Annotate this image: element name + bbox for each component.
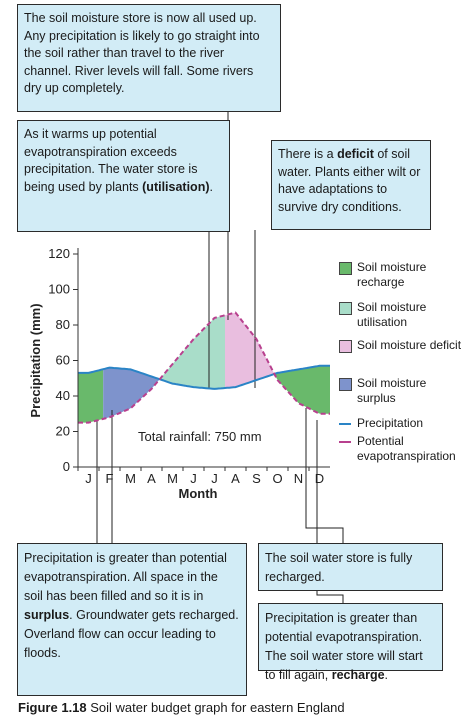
figure-number: Figure 1.18 bbox=[18, 700, 87, 715]
legend-label: Soil moisture surplus bbox=[357, 376, 427, 405]
x-tick-label: O bbox=[272, 471, 282, 486]
x-tick-label: F bbox=[106, 471, 114, 486]
legend-label: Soil moisture utilisation bbox=[357, 300, 427, 329]
callout-fully-recharged: The soil water store is fully recharged. bbox=[258, 543, 443, 591]
y-tick-label: 40 bbox=[56, 388, 70, 403]
x-axis-label: Month bbox=[179, 486, 218, 501]
legend-item: Potential evapotranspiration bbox=[339, 434, 466, 464]
callout-recharge: Precipitation is greater than potential … bbox=[258, 603, 443, 682]
legend-item: Soil moisture utilisation bbox=[339, 300, 466, 330]
y-tick-label: 60 bbox=[56, 353, 70, 368]
legend-item: Soil moisture recharge bbox=[339, 260, 466, 290]
legend-dash-swatch bbox=[339, 441, 351, 443]
x-tick-label: J bbox=[211, 471, 218, 486]
legend-swatch bbox=[339, 262, 352, 275]
x-tick-label: A bbox=[231, 471, 240, 486]
x-tick-label: S bbox=[252, 471, 261, 486]
x-tick-label: A bbox=[147, 471, 156, 486]
y-tick-label: 20 bbox=[56, 424, 70, 439]
legend-swatch bbox=[339, 302, 352, 315]
figure-title: Soil water budget graph for eastern Engl… bbox=[86, 700, 345, 715]
y-tick-label: 100 bbox=[48, 282, 70, 297]
legend-label: Soil moisture recharge bbox=[357, 260, 427, 289]
callout-surplus: Precipitation is greater than potential … bbox=[17, 543, 247, 696]
y-axis-label: Precipitation (mm) bbox=[28, 303, 43, 417]
y-tick-label: 120 bbox=[48, 246, 70, 261]
x-tick-label: D bbox=[315, 471, 324, 486]
legend-swatch bbox=[339, 340, 352, 353]
legend-item: Soil moisture deficit bbox=[339, 338, 466, 353]
legend-label: Potential evapotranspiration bbox=[357, 434, 456, 463]
legend-item: Soil moisture surplus bbox=[339, 376, 466, 406]
y-tick-label: 80 bbox=[56, 317, 70, 332]
x-tick-label: J bbox=[190, 471, 197, 486]
x-tick-label: N bbox=[294, 471, 303, 486]
utilisation-region bbox=[159, 315, 225, 389]
total-rainfall-annotation: Total rainfall: 750 mm bbox=[138, 429, 262, 444]
surplus-region bbox=[103, 367, 160, 419]
evapotranspiration-line bbox=[78, 311, 330, 424]
recharge-region-autumn bbox=[274, 365, 330, 414]
callout-store-used-up: The soil moisture store is now all used … bbox=[17, 4, 281, 112]
callout-deficit: There is a deficit of soil water. Plants… bbox=[271, 140, 431, 230]
leader-recharge bbox=[316, 420, 344, 603]
legend-swatch bbox=[339, 378, 352, 391]
deficit-region bbox=[225, 312, 275, 388]
callout-utilisation: As it warms up potential evapotranspirat… bbox=[17, 120, 230, 232]
leader-full bbox=[305, 408, 344, 543]
legend-label: Soil moisture deficit bbox=[357, 338, 462, 352]
y-tick-label: 0 bbox=[63, 459, 70, 474]
figure-caption: Figure 1.18 Soil water budget graph for … bbox=[18, 700, 345, 715]
legend-item: Precipitation bbox=[339, 416, 466, 431]
x-tick-label: M bbox=[125, 471, 136, 486]
x-tick-label: J bbox=[85, 471, 92, 486]
legend-label: Precipitation bbox=[357, 416, 424, 430]
recharge-region-winter bbox=[78, 369, 104, 423]
legend-line-swatch bbox=[339, 423, 351, 425]
precipitation-line bbox=[78, 364, 330, 390]
x-tick-label: M bbox=[167, 471, 178, 486]
